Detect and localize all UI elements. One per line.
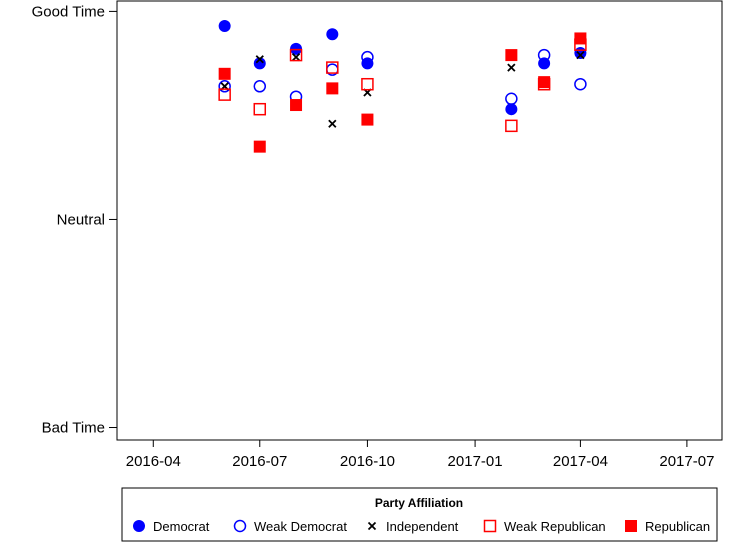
independent-point <box>291 53 301 62</box>
republican-point <box>505 49 518 62</box>
legend: Party Affiliation Democrat Weak Democrat I… <box>121 487 718 542</box>
x-tick-label: 2016-07 <box>232 453 287 470</box>
independent-point <box>507 63 516 72</box>
legend-box <box>121 487 718 542</box>
weak-republican-point <box>361 77 374 91</box>
legend-label-independent: Independent <box>386 519 459 534</box>
republican-point <box>218 67 231 80</box>
y-axis: Good Time Neutral Bad Time <box>32 3 117 437</box>
weak-republican-point <box>218 88 231 101</box>
legend-marker-independent <box>367 521 377 531</box>
republican-point <box>290 99 303 112</box>
weak-republican-point <box>289 48 303 62</box>
x-tick-label: 2016-04 <box>126 453 181 470</box>
weak-democrat-point <box>574 77 587 91</box>
x-tick-label: 2017-07 <box>659 453 714 470</box>
legend-marker-weak-republican <box>483 519 497 533</box>
legend-marker-republican <box>625 520 637 532</box>
democrat-point <box>326 28 339 41</box>
weak-democrat-point <box>218 80 231 93</box>
weak-republican-point <box>253 102 267 116</box>
independent-point <box>255 55 264 64</box>
weak-democrat-point <box>253 80 267 93</box>
legend-label-democrat: Democrat <box>153 519 210 534</box>
legend-marker-democrat <box>133 520 145 532</box>
weak-democrat-point <box>361 50 374 64</box>
legend-marker-weak-democrat <box>233 519 247 533</box>
democrat-point <box>218 19 231 32</box>
weak-democrat-point <box>505 92 518 106</box>
independent-point <box>576 50 585 60</box>
weak-republican-point <box>326 61 339 74</box>
democrat-point <box>253 57 266 70</box>
plot-area <box>116 0 723 441</box>
legend-label-weak-democrat: Weak Democrat <box>254 519 347 534</box>
republican-point <box>253 140 266 153</box>
y-tick-label: Bad Time <box>42 420 105 437</box>
weak-democrat-point <box>537 48 551 62</box>
republican-point <box>574 32 587 45</box>
x-tick-label: 2017-04 <box>553 453 608 470</box>
x-tick-label: 2016-10 <box>340 453 395 470</box>
y-tick-label: Neutral <box>57 211 105 228</box>
republican-point <box>538 76 551 89</box>
independent-point <box>328 119 337 128</box>
democrat-point <box>505 103 518 116</box>
legend-label-republican: Republican <box>645 519 710 534</box>
legend-items: Democrat Weak Democrat Independent Weak Rep… <box>133 519 710 534</box>
republican-point <box>326 82 339 95</box>
legend-title: Party Affiliation <box>375 496 463 510</box>
y-tick-label: Good Time <box>32 3 105 20</box>
republican-point <box>361 113 374 126</box>
weak-republican-point <box>505 119 518 133</box>
data-points <box>218 19 587 153</box>
democrat-point <box>574 47 587 60</box>
legend-label-weak-republican: Weak Republican <box>504 519 606 534</box>
x-tick-label: 2017-01 <box>448 453 503 470</box>
x-axis: 2016-04 2016-07 2016-10 2017-01 2017-04 2017-… <box>126 439 714 470</box>
